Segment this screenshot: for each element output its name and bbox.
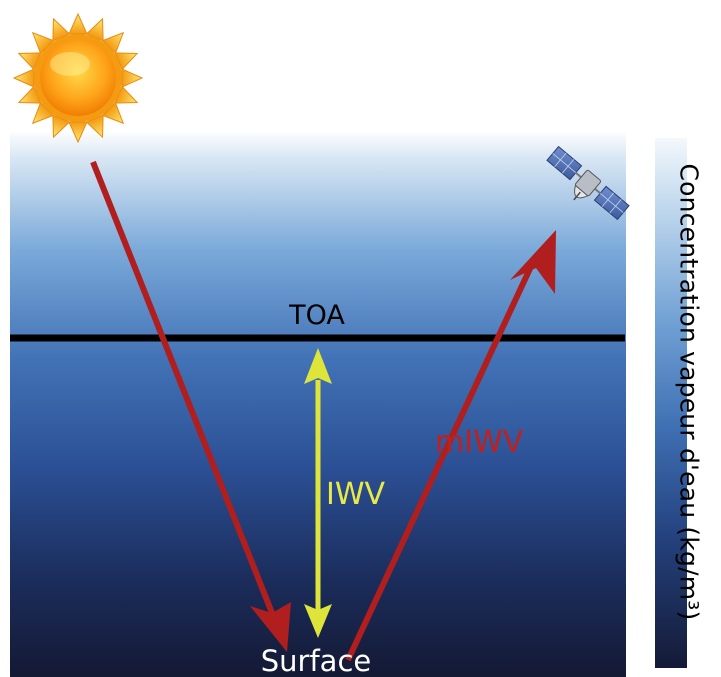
- miwv-label: mIWV: [435, 425, 524, 460]
- iwv-label: IWV: [326, 477, 386, 512]
- satellite-icon: [546, 145, 630, 221]
- iwv-arrow: [304, 348, 332, 638]
- colorbar: [655, 138, 687, 668]
- colorbar-label: Concentration vapeur d'eau (kg/m³): [674, 163, 704, 621]
- incoming-radiation-arrow: [90, 160, 291, 652]
- reflected-radiation-arrow: [345, 230, 556, 662]
- sun-icon: [12, 12, 144, 144]
- toa-label: TOA: [288, 300, 345, 331]
- surface-label: Surface: [261, 644, 371, 677]
